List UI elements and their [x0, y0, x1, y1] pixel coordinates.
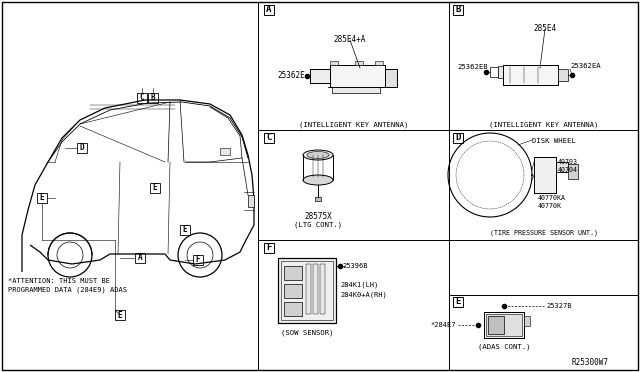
Bar	[330, 65, 385, 87]
Bar	[488, 316, 504, 334]
Bar	[534, 157, 556, 193]
Bar	[315, 197, 321, 201]
Bar	[453, 297, 463, 307]
Text: 40703: 40703	[558, 159, 578, 165]
Ellipse shape	[307, 151, 329, 158]
Bar	[355, 61, 363, 65]
Bar	[310, 69, 330, 83]
Bar	[37, 193, 47, 203]
Bar	[278, 258, 336, 323]
Text: (LTG CONT.): (LTG CONT.)	[294, 221, 342, 228]
Bar	[284, 284, 302, 298]
Bar	[568, 164, 578, 179]
Bar	[320, 264, 325, 314]
Bar	[180, 225, 190, 235]
Text: (SOW SENSOR): (SOW SENSOR)	[281, 330, 333, 337]
Text: D: D	[455, 134, 461, 142]
Bar	[150, 183, 160, 193]
Text: (ADAS CONT.): (ADAS CONT.)	[477, 344, 531, 350]
Bar	[220, 148, 230, 155]
Text: (INTELLIGENT KEY ANTENNA): (INTELLIGENT KEY ANTENNA)	[300, 122, 409, 128]
Text: F: F	[266, 244, 272, 253]
Bar	[248, 195, 254, 207]
Text: 285E4: 285E4	[533, 24, 557, 33]
Text: F: F	[196, 256, 200, 264]
Text: E: E	[153, 183, 157, 192]
Text: 284K1(LH): 284K1(LH)	[340, 282, 378, 289]
Text: E: E	[182, 225, 188, 234]
Bar	[534, 157, 556, 193]
Text: 40770KA: 40770KA	[538, 195, 566, 201]
Bar	[193, 255, 203, 265]
Bar	[313, 264, 318, 314]
Text: D: D	[80, 144, 84, 153]
Bar	[284, 266, 302, 280]
Bar	[330, 61, 338, 65]
Bar	[556, 162, 568, 172]
Text: A: A	[138, 253, 142, 263]
Bar	[385, 69, 397, 87]
Bar	[77, 143, 87, 153]
Bar	[330, 65, 385, 87]
Bar	[264, 5, 274, 15]
Bar	[332, 87, 380, 93]
Text: (TIRE PRESSURE SENSOR UNT.): (TIRE PRESSURE SENSOR UNT.)	[490, 229, 598, 235]
Bar	[264, 133, 274, 143]
Text: 25362EA: 25362EA	[570, 63, 600, 69]
Text: C: C	[140, 93, 144, 103]
Bar	[490, 67, 498, 77]
Bar	[306, 264, 311, 314]
Bar	[264, 243, 274, 253]
Text: 25327B: 25327B	[546, 303, 572, 309]
Bar	[281, 261, 333, 320]
Bar	[503, 65, 558, 85]
Text: 25396B: 25396B	[342, 263, 367, 269]
Text: 284K0+A(RH): 284K0+A(RH)	[340, 292, 387, 298]
Text: 285E4+A: 285E4+A	[334, 35, 366, 44]
Text: 28575X: 28575X	[304, 212, 332, 221]
Text: DISK WHEEL: DISK WHEEL	[532, 138, 576, 144]
Bar	[524, 316, 530, 326]
Bar	[385, 69, 397, 87]
Text: *284E7: *284E7	[431, 322, 456, 328]
Bar	[284, 302, 302, 316]
Bar	[135, 253, 145, 263]
Text: 25362EB: 25362EB	[458, 64, 488, 70]
Text: 40704: 40704	[558, 167, 578, 173]
Bar	[453, 133, 463, 143]
Text: 40770K: 40770K	[538, 203, 562, 209]
Bar	[453, 5, 463, 15]
Bar	[310, 69, 330, 83]
Text: C: C	[266, 134, 272, 142]
Bar	[498, 66, 503, 78]
Bar	[556, 162, 568, 172]
Bar	[558, 69, 568, 81]
Ellipse shape	[303, 175, 333, 185]
Ellipse shape	[303, 150, 333, 160]
Bar	[278, 258, 336, 323]
Text: 25362E: 25362E	[277, 71, 305, 80]
Bar	[375, 61, 383, 65]
Bar	[148, 93, 158, 103]
Text: E: E	[40, 193, 44, 202]
Bar	[137, 93, 147, 103]
Text: B: B	[150, 93, 156, 103]
Bar	[484, 312, 524, 338]
Bar	[115, 310, 125, 320]
Bar	[486, 314, 522, 336]
Text: (INTELLIGENT KEY ANTENNA): (INTELLIGENT KEY ANTENNA)	[490, 122, 598, 128]
Text: R25300W7: R25300W7	[572, 358, 609, 367]
Text: E: E	[455, 298, 461, 307]
Bar	[484, 312, 524, 338]
Text: E: E	[118, 311, 122, 320]
Text: B: B	[455, 6, 461, 15]
Text: *ATTENTION: THIS MUST BE
PROGRAMMED DATA (284E9) ADAS: *ATTENTION: THIS MUST BE PROGRAMMED DATA…	[8, 278, 127, 293]
Text: A: A	[266, 6, 272, 15]
Bar	[503, 65, 558, 85]
